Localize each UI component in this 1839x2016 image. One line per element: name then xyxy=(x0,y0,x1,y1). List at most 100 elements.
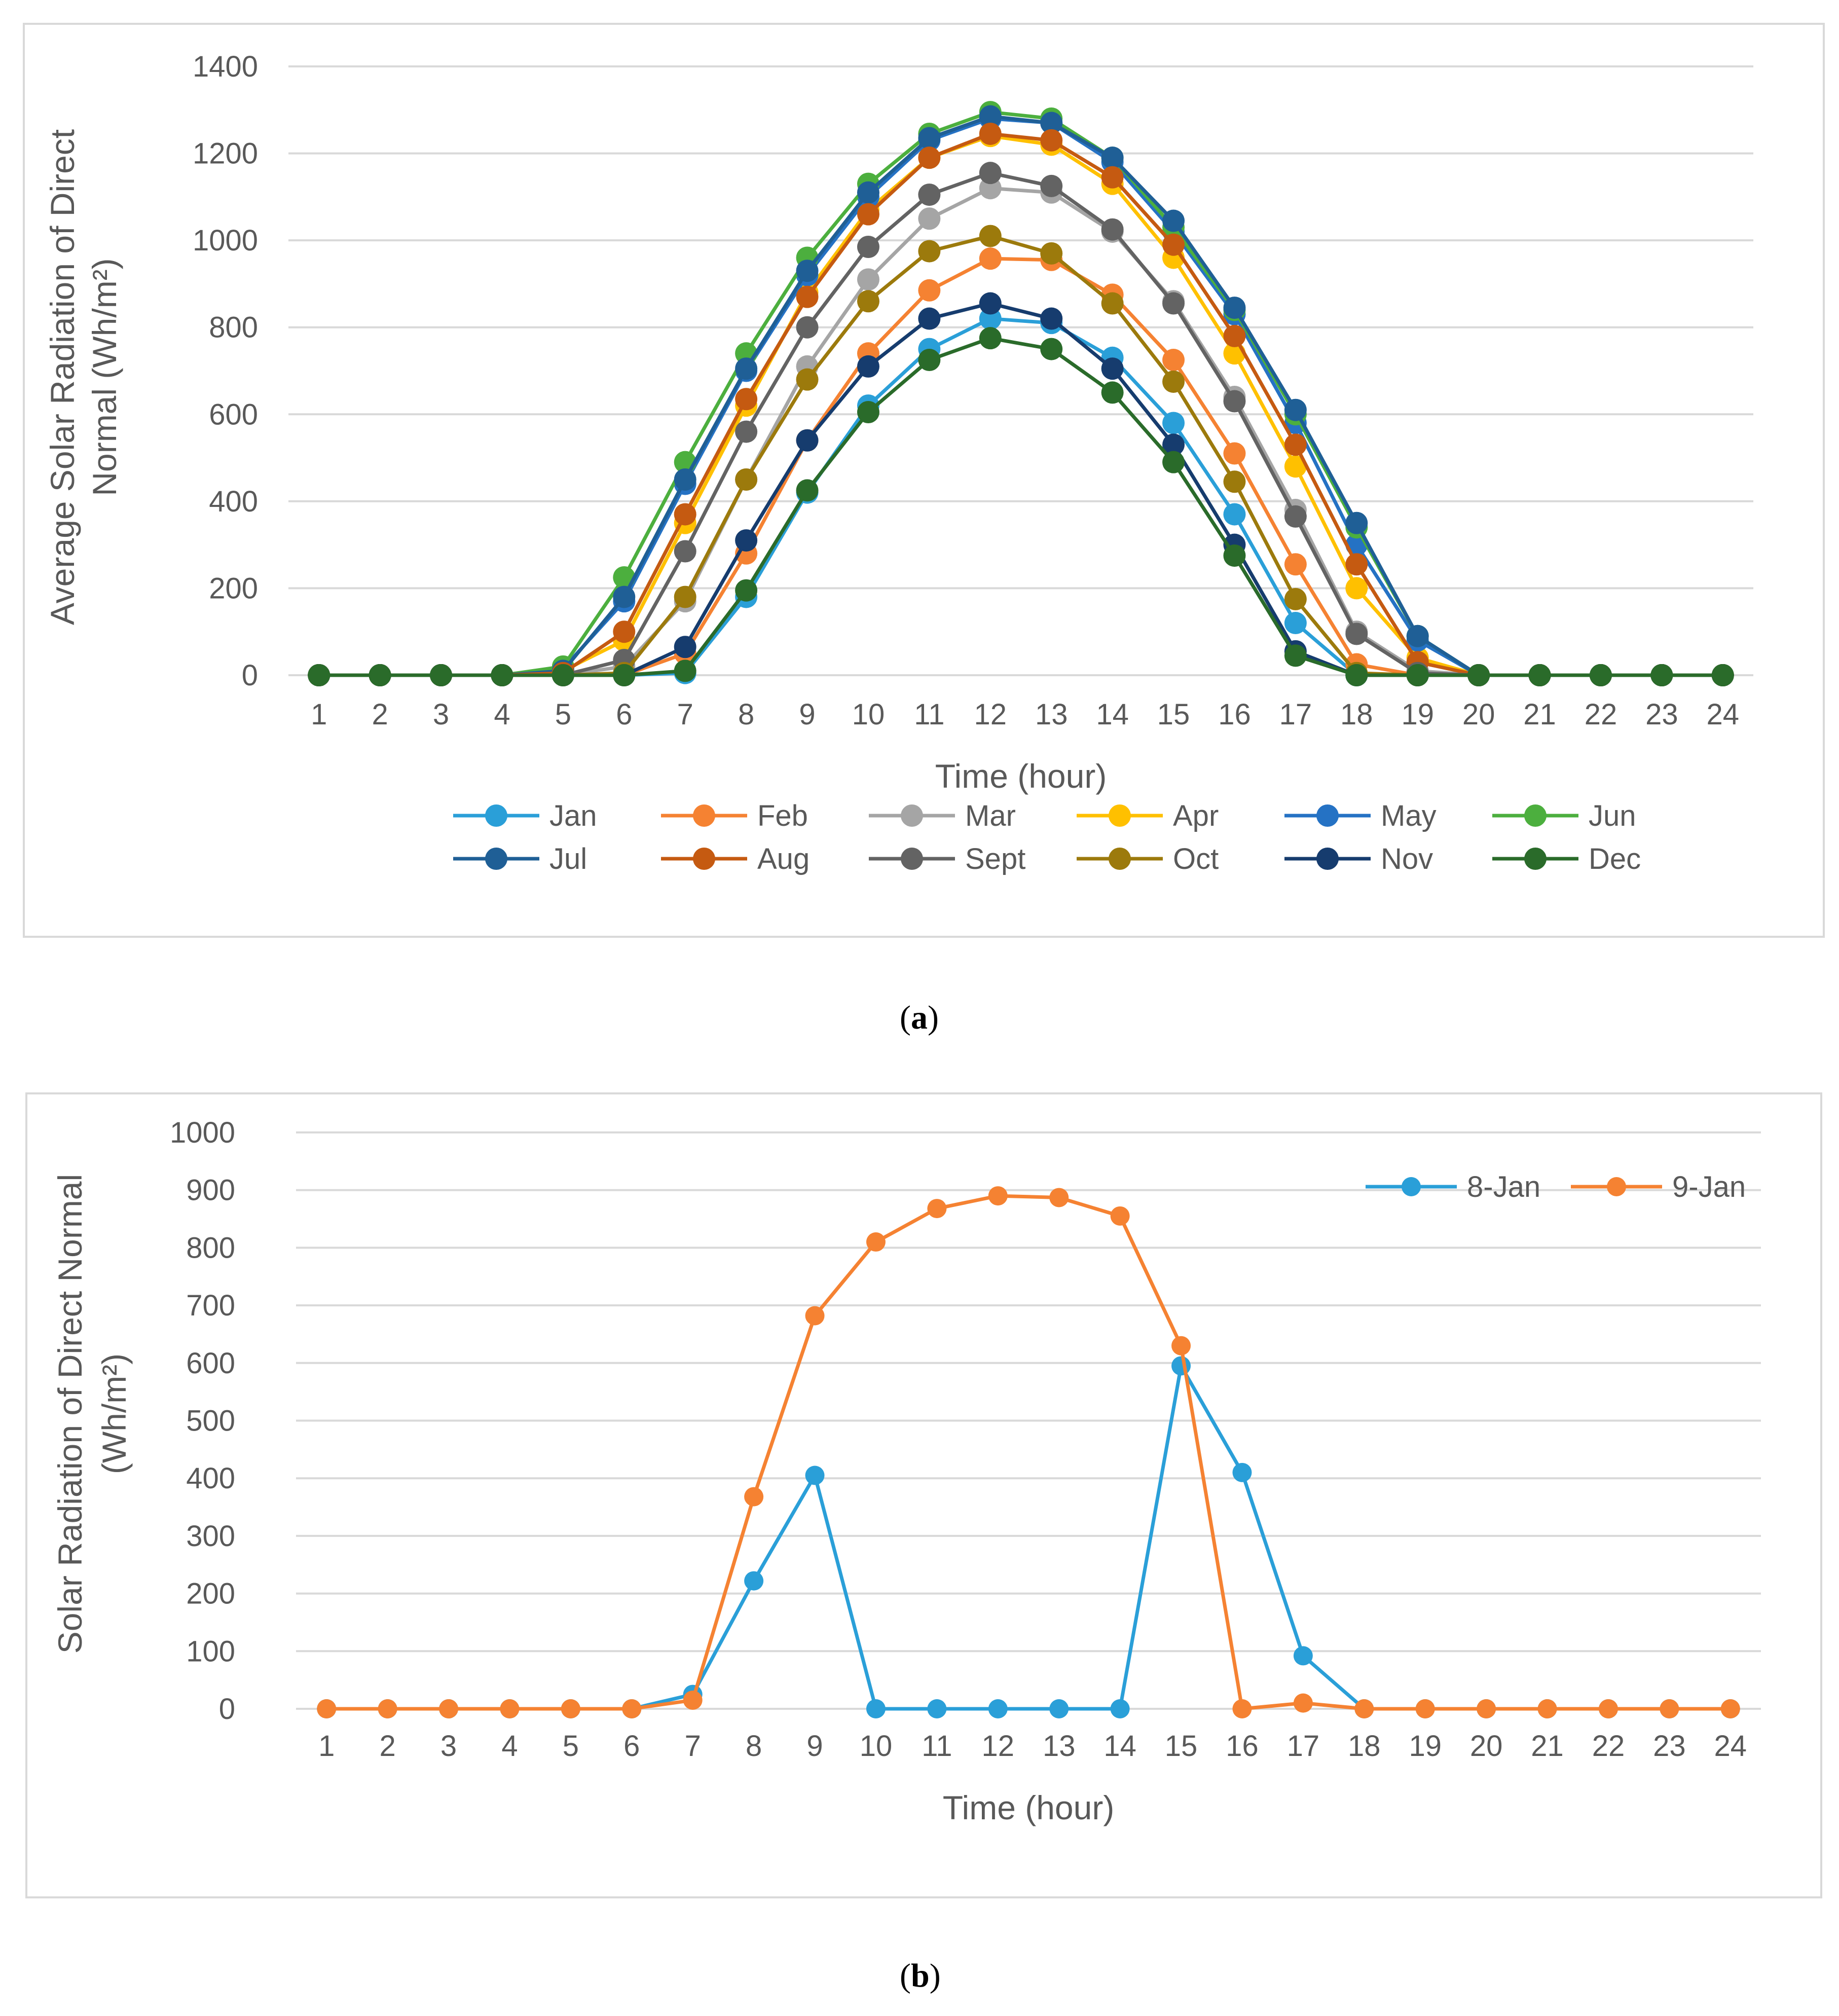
data-point xyxy=(918,240,941,263)
data-point xyxy=(1040,174,1063,197)
data-point xyxy=(1467,664,1490,686)
data-point xyxy=(979,225,1002,247)
data-point xyxy=(796,368,819,391)
data-point xyxy=(918,184,941,206)
data-point xyxy=(1477,1699,1496,1718)
data-point xyxy=(857,355,879,378)
data-point xyxy=(857,268,879,291)
data-point xyxy=(1162,209,1185,232)
series-line xyxy=(319,186,1723,677)
x-tick-label: 15 xyxy=(1165,1730,1198,1763)
x-tick-label: 20 xyxy=(1462,698,1495,731)
data-point xyxy=(1232,1699,1252,1718)
x-tick-label: 4 xyxy=(494,698,510,731)
x-tick-label: 13 xyxy=(1043,1730,1076,1763)
data-point xyxy=(796,260,819,282)
x-tick-label: 8 xyxy=(746,1730,762,1763)
legend-marker xyxy=(693,804,715,827)
x-tick-label: 12 xyxy=(974,698,1007,731)
data-point xyxy=(796,285,819,308)
data-point xyxy=(1171,1336,1191,1355)
x-tick-label: 16 xyxy=(1226,1730,1259,1763)
data-point xyxy=(979,122,1002,145)
legend-marker xyxy=(1607,1177,1626,1196)
data-point xyxy=(500,1699,520,1718)
data-point xyxy=(1598,1699,1618,1718)
data-point xyxy=(1223,442,1246,465)
data-point xyxy=(918,349,941,372)
legend-marker xyxy=(1524,848,1547,870)
y-tick-label: 400 xyxy=(186,1462,235,1495)
data-point xyxy=(1232,1462,1252,1482)
series-line xyxy=(319,171,1723,677)
x-tick-label: 7 xyxy=(677,698,693,731)
legend-marker xyxy=(1524,804,1547,827)
x-tick-label: 14 xyxy=(1096,698,1129,731)
y-axis-title: (Wh/m²) xyxy=(95,1353,133,1474)
data-point xyxy=(1415,1699,1435,1718)
data-point xyxy=(1284,588,1307,610)
data-point xyxy=(1537,1699,1557,1718)
x-tick-label: 3 xyxy=(440,1730,457,1763)
data-point xyxy=(1589,664,1612,686)
y-tick-label: 600 xyxy=(209,398,258,431)
data-point xyxy=(979,327,1002,350)
series-line xyxy=(319,302,1723,677)
series-line xyxy=(326,1194,1731,1711)
series-line xyxy=(319,336,1723,677)
data-point xyxy=(796,429,819,452)
data-point xyxy=(918,207,941,230)
series-line xyxy=(319,317,1723,677)
data-point xyxy=(857,181,879,204)
x-tick-label: 19 xyxy=(1409,1730,1442,1763)
data-point xyxy=(1040,338,1063,360)
data-point xyxy=(918,146,941,169)
data-point xyxy=(857,236,879,259)
data-point xyxy=(918,127,941,150)
y-tick-label: 1200 xyxy=(193,137,258,170)
x-tick-label: 6 xyxy=(623,1730,640,1763)
legend-label: May xyxy=(1381,799,1437,832)
data-point xyxy=(735,357,758,380)
x-tick-label: 22 xyxy=(1585,698,1617,731)
y-tick-label: 200 xyxy=(186,1578,235,1610)
data-point xyxy=(1345,511,1368,534)
x-axis-title: Time (hour) xyxy=(943,1789,1115,1826)
x-tick-label: 5 xyxy=(563,1730,579,1763)
x-tick-label: 9 xyxy=(799,698,815,731)
series-line xyxy=(319,134,1723,677)
y-tick-label: 500 xyxy=(186,1405,235,1438)
data-point xyxy=(735,468,758,491)
data-point xyxy=(1040,307,1063,330)
data-point xyxy=(1162,292,1185,315)
data-point xyxy=(735,529,758,552)
x-tick-label: 24 xyxy=(1707,698,1740,731)
data-point xyxy=(866,1699,886,1718)
legend-label: Nov xyxy=(1381,842,1433,875)
data-point xyxy=(1171,1356,1191,1376)
y-tick-label: 300 xyxy=(186,1520,235,1553)
data-point xyxy=(430,664,453,686)
data-point xyxy=(1345,577,1368,600)
legend-marker xyxy=(693,848,715,870)
x-tick-label: 18 xyxy=(1348,1730,1381,1763)
series-line xyxy=(319,115,1723,677)
data-point xyxy=(744,1571,764,1591)
x-tick-label: 17 xyxy=(1279,698,1312,731)
data-point xyxy=(1223,470,1246,493)
data-point xyxy=(622,1699,642,1718)
data-point xyxy=(1049,1188,1069,1207)
x-tick-label: 19 xyxy=(1401,698,1434,731)
data-point xyxy=(1040,112,1063,134)
legend-label: Sept xyxy=(965,842,1025,875)
x-tick-label: 11 xyxy=(922,1730,952,1763)
legend-marker xyxy=(1316,848,1339,870)
x-tick-label: 23 xyxy=(1653,1730,1686,1763)
data-point xyxy=(674,659,696,682)
x-tick-label: 12 xyxy=(982,1730,1015,1763)
data-point xyxy=(1711,664,1734,686)
data-point xyxy=(796,316,819,339)
data-point xyxy=(674,468,696,491)
data-point xyxy=(1162,433,1185,456)
